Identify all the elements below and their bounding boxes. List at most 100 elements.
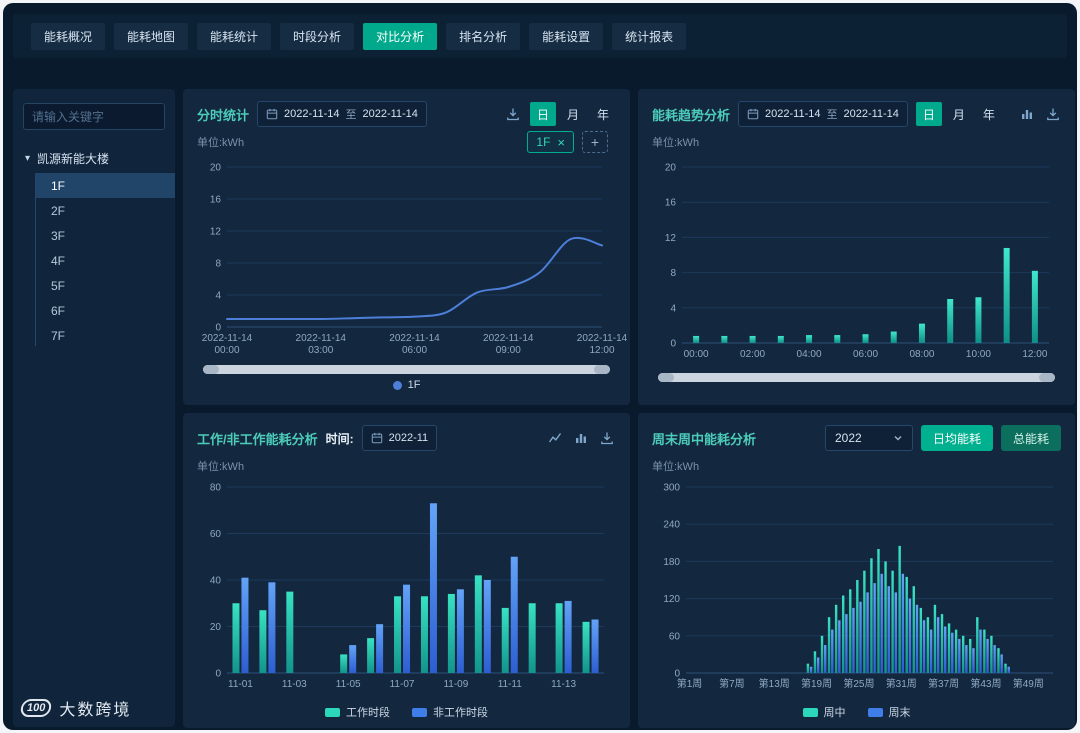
floor-list: 1F 2F 3F 4F 5F 6F 7F (35, 173, 175, 348)
legend-label: 工作时段 (346, 707, 390, 719)
tree-root-label: 凯源新能大楼 (37, 152, 110, 166)
data-zoom-slider[interactable] (203, 365, 610, 374)
logo-text: 大数跨境 (59, 702, 132, 719)
legend-item-1f[interactable]: 1F (392, 379, 420, 391)
legend-item-weekday[interactable]: 周中 (802, 704, 846, 720)
svg-text:16: 16 (665, 198, 677, 209)
svg-text:40: 40 (210, 576, 222, 587)
svg-text:第19周: 第19周 (801, 677, 832, 690)
unit-label: 单位:kWh (652, 137, 700, 149)
svg-text:11-13: 11-13 (551, 679, 576, 690)
floor-tag-label: 1F (536, 135, 551, 149)
date-separator: 至 (826, 109, 838, 121)
tree-item-1f[interactable]: 1F (35, 173, 175, 198)
legend-item-weekend[interactable]: 周末 (867, 704, 911, 720)
legend-label: 周末 (888, 707, 911, 719)
add-floor-button[interactable]: + (582, 131, 608, 153)
panel-title: 工作/非工作能耗分析 (197, 431, 318, 447)
floor-tag: 1F × (527, 131, 574, 153)
svg-text:11-11: 11-11 (498, 679, 523, 690)
unit-label: 单位:kWh (197, 461, 245, 473)
svg-text:第43周: 第43周 (970, 677, 1001, 690)
svg-text:0: 0 (674, 669, 680, 680)
period-year-button[interactable]: 年 (596, 107, 609, 122)
svg-text:2022-11-14: 2022-11-14 (577, 333, 628, 344)
unit-label: 单位:kWh (652, 461, 700, 473)
nav-tab-statistics[interactable]: 能耗统计 (197, 22, 272, 50)
period-day-button[interactable]: 日 (530, 102, 556, 126)
svg-text:8: 8 (670, 268, 676, 279)
bar-chart-icon[interactable] (1018, 105, 1036, 123)
svg-text:0: 0 (670, 339, 676, 350)
svg-text:11-09: 11-09 (443, 679, 468, 690)
data-zoom-slider[interactable] (658, 373, 1055, 382)
nav-tab-period-analysis[interactable]: 时段分析 (280, 22, 355, 50)
download-icon[interactable] (598, 429, 616, 447)
month-value: 2022-11 (388, 432, 429, 444)
year-value: 2022 (834, 431, 862, 445)
watermark-logo: 100 大数跨境 (19, 696, 132, 720)
svg-text:第1周: 第1周 (677, 677, 703, 690)
tree-item-5f[interactable]: 5F (51, 278, 66, 293)
tree-item-2f[interactable]: 2F (51, 203, 66, 218)
legend-item-nonwork[interactable]: 非工作时段 (412, 704, 488, 720)
tree-item-7f[interactable]: 7F (51, 328, 66, 343)
download-icon[interactable] (504, 105, 522, 123)
panel-title: 分时统计 (197, 107, 250, 123)
tree-item-4f[interactable]: 4F (51, 253, 66, 268)
tree-item-6f[interactable]: 6F (51, 303, 66, 318)
period-month-button[interactable]: 月 (566, 107, 579, 122)
svg-text:12:00: 12:00 (589, 345, 614, 356)
nav-tab-overview[interactable]: 能耗概况 (31, 22, 106, 50)
bar-chart-icon[interactable] (572, 429, 590, 447)
svg-text:06:00: 06:00 (853, 349, 878, 360)
period-month-button[interactable]: 月 (952, 107, 965, 122)
nav-tab-ranking-analysis[interactable]: 排名分析 (446, 22, 521, 50)
daily-average-button[interactable]: 日均能耗 (920, 425, 993, 451)
date-range-picker[interactable]: 2022-11-14 至 2022-11-14 (257, 101, 427, 127)
time-label: 时间: (325, 431, 354, 446)
svg-text:80: 80 (210, 483, 222, 494)
total-energy-button[interactable]: 总能耗 (1000, 425, 1061, 451)
download-icon[interactable] (1044, 105, 1062, 123)
legend-swatch-teal (802, 707, 818, 717)
period-day-button[interactable]: 日 (915, 102, 942, 126)
svg-text:240: 240 (663, 520, 680, 531)
month-picker[interactable]: 2022-11 (361, 425, 438, 451)
sidebar: ▾ 凯源新能大楼 1F 2F 3F 4F 5F 6F 7F (13, 89, 175, 727)
svg-text:8: 8 (215, 259, 221, 270)
year-select[interactable]: 2022 (824, 425, 913, 451)
period-year-button[interactable]: 年 (982, 107, 995, 122)
panel-energy-trend: 能耗趋势分析 2022-11-14 至 2022-11-14 日 月 年 单位:… (638, 89, 1075, 405)
svg-text:20: 20 (665, 163, 677, 174)
svg-text:08:00: 08:00 (909, 349, 934, 360)
svg-text:300: 300 (663, 483, 680, 494)
tree-root-building[interactable]: ▾ 凯源新能大楼 (13, 146, 175, 171)
trend-bar-chart: 0 4 8 12 16 20 00:00 02:00 04:00 06:00 08:00 10:00 1… (665, 163, 1049, 360)
week-bar-chart: 0 60 120 180 240 300 第1周 第7周 第13周 第19周 第25周 第31周 第37… (663, 483, 1053, 690)
legend-item-work[interactable]: 工作时段 (325, 704, 390, 720)
search-input[interactable] (23, 103, 165, 130)
legend-label: 周中 (823, 707, 846, 719)
date-range-picker[interactable]: 2022-11-14 至 2022-11-14 (738, 101, 908, 127)
svg-text:2022-11-14: 2022-11-14 (389, 333, 440, 344)
svg-text:60: 60 (669, 631, 681, 642)
nav-tab-map[interactable]: 能耗地图 (114, 22, 189, 50)
svg-text:4: 4 (670, 303, 676, 314)
panel-weekend-weekday: 周末周中能耗分析 2022 日均能耗 总能耗 单位:kWh 0 60 120 180 2… (638, 413, 1075, 728)
close-icon[interactable]: × (557, 134, 565, 150)
svg-text:02:00: 02:00 (740, 349, 765, 360)
svg-text:2022-11-14: 2022-11-14 (296, 333, 347, 344)
unit-label: 单位:kWh (197, 137, 245, 149)
date-separator: 至 (345, 109, 357, 121)
nav-tab-reports[interactable]: 统计报表 (612, 22, 687, 50)
nav-tab-comparison-analysis[interactable]: 对比分析 (363, 22, 438, 50)
calendar-icon (371, 432, 382, 444)
svg-text:第13周: 第13周 (759, 677, 790, 690)
tree-item-3f[interactable]: 3F (51, 228, 66, 243)
svg-text:11-01: 11-01 (228, 679, 253, 690)
svg-text:04:00: 04:00 (797, 349, 822, 360)
line-chart-icon[interactable] (546, 429, 564, 447)
app-background: 能耗概况 能耗地图 能耗统计 时段分析 对比分析 排名分析 能耗设置 统计报表 … (3, 3, 1077, 730)
nav-tab-settings[interactable]: 能耗设置 (529, 22, 604, 50)
